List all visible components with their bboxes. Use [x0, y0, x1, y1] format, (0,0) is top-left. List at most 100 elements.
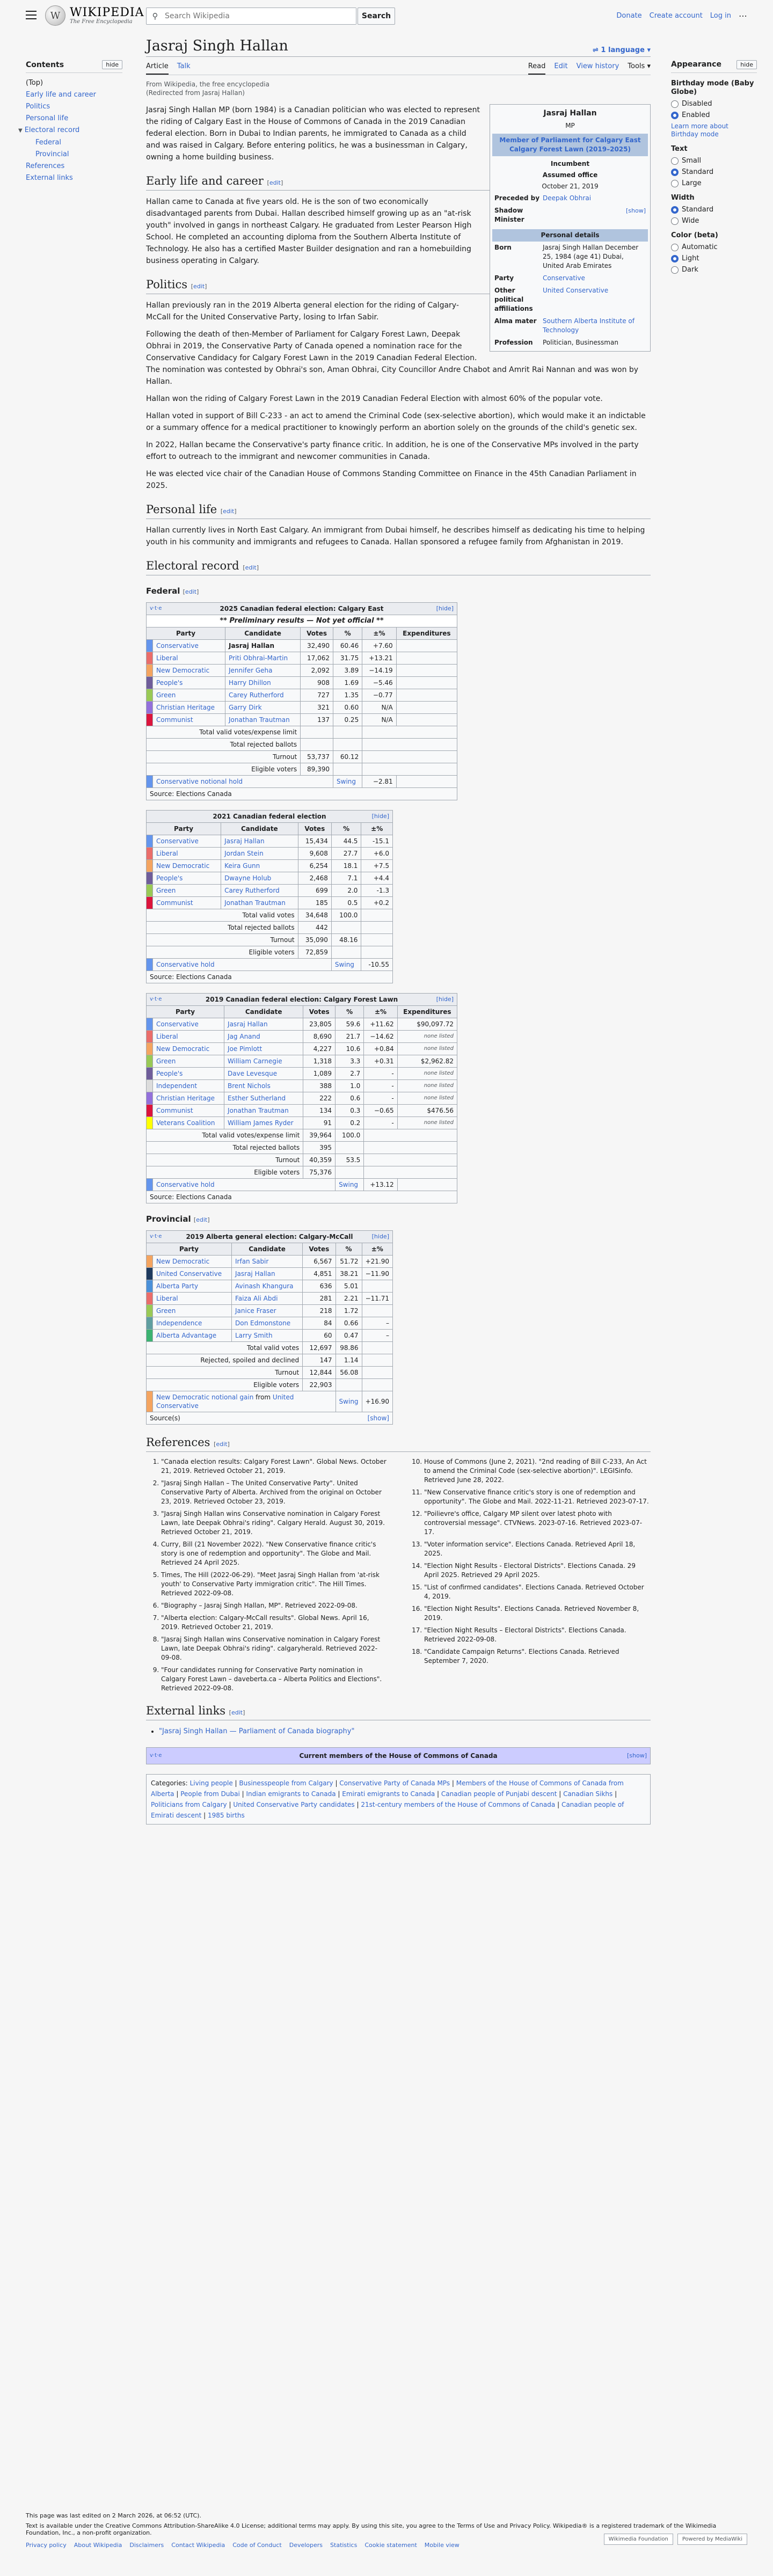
reference-item[interactable]: "New Conservative finance critic's story… — [424, 1488, 651, 1506]
party-name[interactable]: New Democratic — [152, 664, 225, 677]
candidate-name[interactable]: Jasraj Hallan — [224, 639, 301, 652]
birthday-option-disabled[interactable]: Disabled — [671, 100, 757, 108]
category-link[interactable]: Members of the House of Commons of Canad… — [151, 1779, 624, 1798]
wikipedia-logo[interactable]: W WIKIPEDIA The Free Encyclopedia — [45, 5, 144, 26]
toc-item-electoral-record[interactable]: ▼ Electoral record — [18, 126, 80, 134]
width-option-standard[interactable]: Standard — [671, 206, 757, 214]
party-name[interactable]: New Democratic — [152, 859, 222, 872]
infobox-alma[interactable]: Southern Alberta Institute of Technology — [543, 317, 635, 334]
more-options-icon[interactable]: ⋯ — [739, 11, 747, 21]
candidate-name[interactable]: Keira Gunn — [221, 859, 298, 872]
color-option-automatic[interactable]: Automatic — [671, 243, 757, 251]
radio-selected-icon[interactable] — [671, 206, 679, 214]
footer-link[interactable]: Statistics — [330, 2542, 358, 2549]
wikimedia-badge[interactable]: Wikimedia Foundation — [603, 2534, 673, 2545]
reference-item[interactable]: "Jasraj Singh Hallan – The United Conser… — [161, 1479, 388, 1506]
candidate-name[interactable]: Jasraj Hallan — [224, 1018, 304, 1031]
swing-label[interactable]: Swing — [331, 958, 362, 971]
reference-item[interactable]: "Election Night Results – Electoral Dist… — [424, 1626, 651, 1644]
party-name[interactable]: New Democratic — [152, 1255, 232, 1268]
color-option-dark[interactable]: Dark — [671, 266, 757, 274]
candidate-name[interactable]: Joe Pimlott — [224, 1042, 304, 1055]
footer-link[interactable]: Privacy policy — [26, 2542, 67, 2549]
radio-selected-icon[interactable] — [671, 111, 679, 119]
party-name[interactable]: Liberal — [152, 1030, 225, 1043]
party-name[interactable]: Liberal — [152, 847, 222, 860]
table-hide-button[interactable]: [hide] — [436, 605, 454, 612]
footer-link[interactable]: Mobile view — [424, 2542, 460, 2549]
reference-item[interactable]: Times, The Hill (2022-06-29). "Meet Jasr… — [161, 1571, 388, 1598]
appearance-hide-button[interactable]: hide — [736, 60, 757, 69]
infobox-party[interactable]: Conservative — [543, 274, 585, 282]
category-link[interactable]: People from Dubai — [180, 1790, 240, 1798]
navbox-show-button[interactable]: [show] — [626, 1752, 647, 1759]
category-link[interactable]: Indian emigrants to Canada — [246, 1790, 336, 1798]
party-name[interactable]: People's — [152, 872, 222, 885]
category-link[interactable]: Canadian Sikhs — [563, 1790, 613, 1798]
table-hide-button[interactable]: [hide] — [436, 996, 454, 1003]
toc-item-personal-life[interactable]: Personal life — [26, 114, 69, 122]
reference-item[interactable]: "Poilievre's office, Calgary MP silent o… — [424, 1509, 651, 1537]
category-link[interactable]: Living people — [189, 1779, 233, 1787]
radio-icon[interactable] — [671, 217, 679, 225]
category-link[interactable]: Canadian people of Punjabi descent — [441, 1790, 557, 1798]
text-option-standard[interactable]: Standard — [671, 168, 757, 176]
tab-view-history[interactable]: View history — [576, 62, 619, 70]
toc-item-federal[interactable]: Federal — [35, 138, 61, 147]
party-name[interactable]: Communist — [152, 1104, 225, 1117]
chevron-down-icon[interactable]: ▼ — [18, 128, 23, 134]
candidate-name[interactable]: Jennifer Geha — [224, 664, 301, 677]
party-name[interactable]: Green — [152, 1304, 232, 1317]
navbox-title[interactable]: Current members of the House of Commons … — [299, 1752, 498, 1760]
party-name[interactable]: Conservative — [152, 1018, 225, 1031]
infobox-other[interactable]: United Conservative — [543, 287, 609, 294]
party-name[interactable]: Christian Heritage — [152, 701, 225, 714]
tab-read[interactable]: Read — [528, 60, 546, 75]
radio-icon[interactable] — [671, 179, 679, 187]
tab-tools[interactable]: Tools ▾ — [628, 62, 651, 70]
search-button[interactable]: Search — [358, 8, 395, 25]
search-input[interactable] — [164, 8, 356, 24]
reference-item[interactable]: "Election Night Results". Elections Cana… — [424, 1604, 651, 1623]
candidate-name[interactable]: Brent Nichols — [224, 1079, 304, 1092]
party-name[interactable]: New Democratic — [152, 1042, 225, 1055]
candidate-name[interactable]: Jonathan Trautman — [224, 1104, 304, 1117]
radio-icon[interactable] — [671, 243, 679, 251]
footer-link[interactable]: Contact Wikipedia — [171, 2542, 225, 2549]
candidate-name[interactable]: Jag Anand — [224, 1030, 304, 1043]
reference-item[interactable]: "Jasraj Singh Hallan wins Conservative n… — [161, 1509, 388, 1537]
swing-label[interactable]: Swing — [335, 1178, 364, 1191]
tab-article[interactable]: Article — [146, 60, 169, 75]
party-name[interactable]: People's — [152, 1067, 225, 1080]
party-name[interactable]: Liberal — [152, 1292, 232, 1305]
category-link[interactable]: Politicians from Calgary — [151, 1801, 227, 1808]
category-link[interactable]: 21st-century members of the House of Com… — [361, 1801, 556, 1808]
radio-icon[interactable] — [671, 100, 679, 108]
footer-link[interactable]: Disclaimers — [129, 2542, 164, 2549]
table-hide-button[interactable]: [hide] — [371, 1233, 389, 1240]
create-account-link[interactable]: Create account — [649, 12, 703, 20]
infobox-office-previous[interactable]: Calgary Forest Lawn (2019–2025) — [509, 145, 631, 153]
party-name[interactable]: Communist — [152, 896, 222, 909]
source-show-button[interactable]: [show] — [367, 1414, 389, 1422]
candidate-name[interactable]: Jonathan Trautman — [224, 713, 301, 726]
reference-item[interactable]: "Alberta election: Calgary-McCall result… — [161, 1614, 388, 1632]
category-link[interactable]: 1985 births — [207, 1812, 245, 1819]
candidate-name[interactable]: Esther Sutherland — [224, 1092, 304, 1105]
category-link[interactable]: United Conservative Party candidates — [233, 1801, 355, 1808]
candidate-name[interactable]: Avinash Khangura — [231, 1280, 303, 1293]
mediawiki-badge[interactable]: Powered by MediaWiki — [677, 2534, 747, 2545]
toc-item-politics[interactable]: Politics — [26, 103, 50, 111]
radio-selected-icon[interactable] — [671, 254, 679, 262]
tab-talk[interactable]: Talk — [177, 62, 191, 70]
party-name[interactable]: Alberta Party — [152, 1280, 232, 1293]
candidate-name[interactable]: William Carnegie — [224, 1055, 304, 1068]
footer-link[interactable]: Cookie statement — [364, 2542, 417, 2549]
party-name[interactable]: Alberta Advantage — [152, 1329, 232, 1342]
birthday-learn-more-link[interactable]: Learn more about Birthday mode — [671, 122, 728, 138]
category-link[interactable]: Businesspeople from Calgary — [239, 1779, 333, 1787]
party-name[interactable]: Conservative — [152, 639, 225, 652]
external-link-parliament[interactable]: "Jasraj Singh Hallan — Parliament of Can… — [159, 1727, 355, 1735]
candidate-name[interactable]: Faiza Ali Abdi — [231, 1292, 303, 1305]
reference-item[interactable]: "Canada election results: Calgary Forest… — [161, 1457, 388, 1476]
